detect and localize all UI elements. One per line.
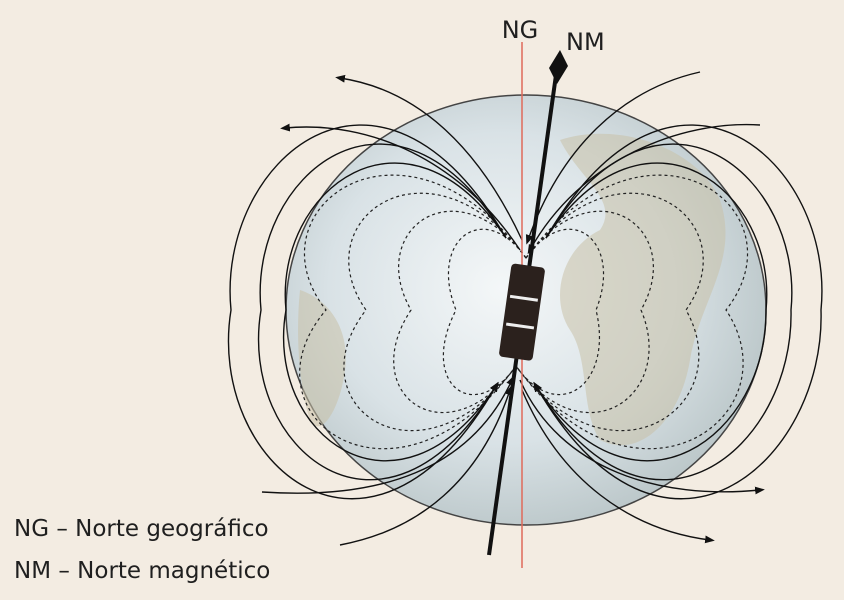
earth-magnetic-field-diagram: NG NM NG – Norte geográfico NM – Norte m…	[0, 0, 844, 600]
ng-label: NG	[502, 16, 539, 44]
legend-item: NG – Norte geográfico	[14, 516, 269, 542]
legend-item: NM – Norte magnético	[14, 558, 270, 584]
page: NG NM NG – Norte geográfico NM – Norte m…	[0, 0, 844, 600]
nm-label: NM	[566, 28, 605, 56]
